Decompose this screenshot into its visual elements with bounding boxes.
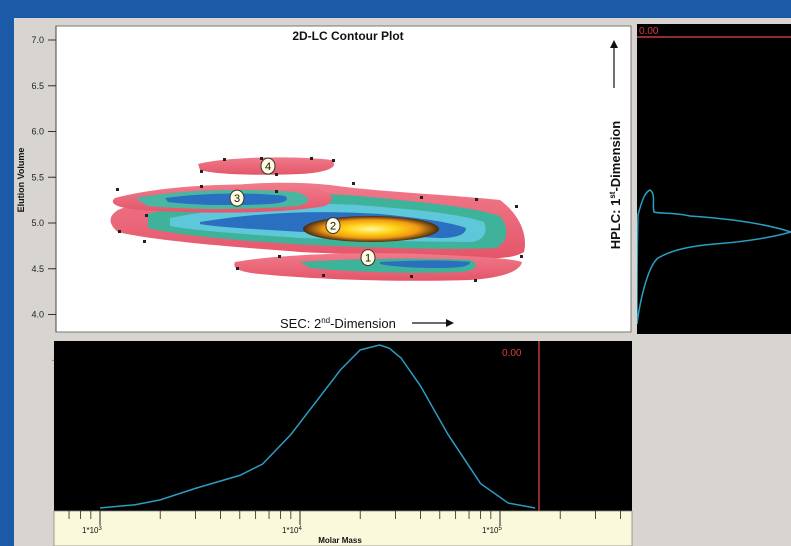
mm-xlabel: Molar Mass xyxy=(318,536,362,545)
y-tick-label: 4.5 xyxy=(31,264,44,274)
peak-marker-1 xyxy=(360,249,376,267)
peak-label-4: 4 xyxy=(265,161,271,173)
mm-tick-labels: 1*103 1*104 1*105 xyxy=(82,526,502,535)
hplc-trace xyxy=(637,189,791,325)
contour-y-ticks: 7.0 6.5 6.0 5.5 5.0 4.5 4.0 xyxy=(31,35,56,361)
peak-marker-4 xyxy=(260,157,276,175)
xlabel-prefix: SEC: 2 xyxy=(280,316,321,331)
contour-core-2 xyxy=(303,216,439,242)
hplc-readout: 0.00 xyxy=(639,26,659,37)
contour-title: 2D-LC Contour Plot xyxy=(292,29,403,43)
hplc-axis-title: HPLC: 1st-Dimension xyxy=(608,121,623,250)
mm-readout: 0.00 xyxy=(502,348,522,359)
hplc-panel xyxy=(637,24,791,334)
contour-xlabel: SEC: 2nd-Dimension xyxy=(280,316,454,331)
y-tick-label: 6.0 xyxy=(31,127,44,137)
mm-tick-label: 1*104 xyxy=(282,526,302,535)
contour-ylabel: Elution Volume xyxy=(16,148,26,213)
peak-marker-2 xyxy=(325,217,341,235)
y-tick-label: 6.5 xyxy=(31,81,44,91)
mm-ticks xyxy=(68,511,621,525)
y-tick-label: 4.0 xyxy=(31,310,44,320)
y-tick-label: 7.0 xyxy=(31,35,44,45)
peak-marker-3 xyxy=(229,189,245,207)
peak-label-2: 2 xyxy=(330,221,336,233)
xlabel-superscript: nd xyxy=(321,316,330,325)
mm-tick-label: 1*105 xyxy=(482,526,502,535)
svg-text:SEC: 2nd-Dimension: SEC: 2nd-Dimension xyxy=(280,316,396,331)
peak-label-1: 1 xyxy=(365,253,371,265)
y-tick-label: 5.0 xyxy=(31,218,44,228)
mm-axis xyxy=(53,510,633,546)
mm-tick-label: 1*103 xyxy=(82,526,102,535)
contour-peak-labels: 1 2 3 4 xyxy=(229,157,376,267)
xlabel-suffix: -Dimension xyxy=(330,316,396,331)
contour-plot-area xyxy=(55,25,632,333)
peak-label-3: 3 xyxy=(234,193,240,205)
y-tick-label: 5.5 xyxy=(31,172,44,182)
molar-mass-panel xyxy=(54,341,632,511)
mm-trace xyxy=(99,344,536,509)
